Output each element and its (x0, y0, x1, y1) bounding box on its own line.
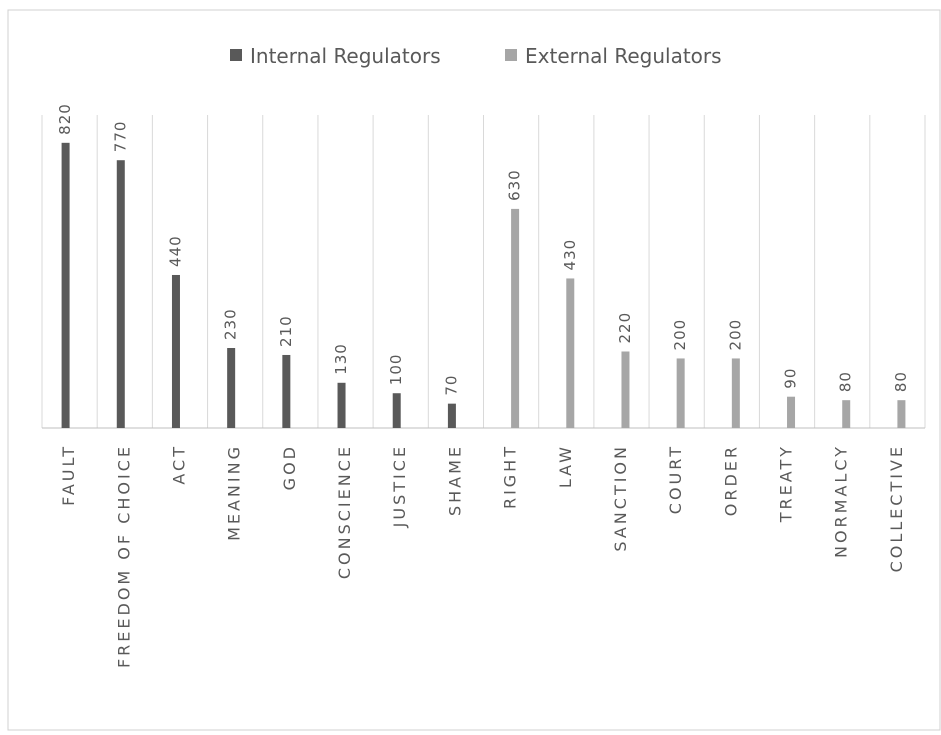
bar (731, 358, 740, 428)
value-label: 100 (387, 354, 405, 386)
legend-label: Internal Regulators (250, 44, 441, 68)
bar (61, 142, 70, 429)
value-label: 440 (166, 235, 184, 267)
x-tick-label: FAULT (59, 444, 78, 506)
x-tick-label: ORDER (721, 444, 740, 516)
value-label: 80 (892, 371, 910, 392)
bar (897, 400, 906, 428)
x-tick-label: RIGHT (501, 444, 520, 509)
bar (842, 400, 851, 428)
x-tick-label: FREEDOM OF CHOICE (114, 444, 133, 668)
value-label: 230 (222, 308, 240, 340)
x-tick-label: JUSTICE (390, 444, 409, 528)
legend-label: External Regulators (525, 44, 722, 68)
value-label: 630 (506, 169, 524, 201)
value-label: 130 (332, 343, 350, 375)
bar (392, 393, 401, 428)
bar (171, 274, 180, 428)
bar (511, 208, 520, 428)
bar (282, 354, 291, 428)
value-label: 820 (56, 103, 74, 135)
x-tick-label: TREATY (777, 444, 796, 523)
bar (566, 278, 575, 428)
bar (116, 160, 125, 428)
value-label: 210 (277, 315, 295, 347)
x-tick-label: COURT (666, 444, 685, 514)
bar (227, 348, 236, 428)
value-label: 90 (782, 368, 800, 389)
value-label: 430 (561, 239, 579, 271)
x-tick-label: MEANING (225, 444, 244, 541)
chart-border (7, 9, 941, 731)
bar (787, 396, 796, 428)
value-label: 80 (837, 371, 855, 392)
bar (621, 351, 630, 428)
bar (676, 358, 685, 428)
x-tick-label: NORMALCY (832, 444, 851, 558)
x-tick-label: CONSCIENCE (335, 444, 354, 579)
legend-swatch (230, 49, 242, 61)
x-tick-label: LAW (556, 444, 575, 488)
x-tick-label: COLLECTIVE (887, 444, 906, 572)
legend-swatch (505, 49, 517, 61)
value-label: 770 (111, 121, 129, 153)
bar (447, 403, 456, 428)
value-label: 200 (726, 319, 744, 351)
value-label: 200 (671, 319, 689, 351)
x-tick-label: SANCTION (611, 444, 630, 552)
x-tick-label: SHAME (445, 444, 464, 516)
x-tick-label: GOD (280, 444, 299, 490)
value-label: 220 (616, 312, 634, 344)
bar (337, 382, 346, 428)
x-tick-label: ACT (169, 444, 188, 485)
value-label: 70 (442, 375, 460, 396)
